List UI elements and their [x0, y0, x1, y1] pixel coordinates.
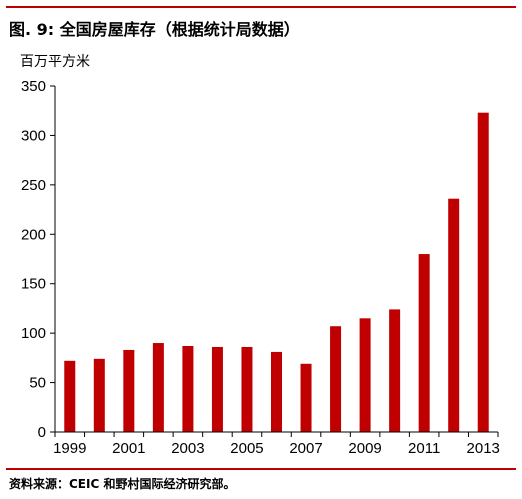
bar-2003	[182, 345, 194, 432]
bar-2007	[300, 363, 312, 432]
x-tick-label: 2007	[289, 440, 322, 457]
x-tick-label: 1999	[53, 440, 86, 457]
x-tick-label: 2011	[408, 440, 440, 457]
footer-rule	[6, 468, 516, 470]
y-tick-label: 350	[21, 78, 46, 95]
bar-2000	[93, 358, 105, 432]
bar-2005	[241, 346, 253, 432]
bar-chart: 0 50 100 150 200 250 300 350 1999 2001 2003 2005 20…	[21, 78, 500, 457]
bar-2001	[123, 349, 135, 432]
bar-1999	[64, 360, 76, 432]
x-tick-label: 2013	[467, 440, 500, 457]
figure-title: 图. 9: 全国房屋库存（根据统计局数据）	[9, 20, 300, 39]
x-tick-label: 2005	[230, 440, 263, 457]
bar-2008	[330, 326, 342, 432]
y-tick-label: 200	[21, 226, 46, 243]
bar-2006	[271, 351, 282, 432]
unit-label: 百万平方米	[20, 54, 90, 70]
bar-2012	[448, 198, 460, 432]
x-tick-label: 2001	[112, 440, 145, 457]
y-axis: 0 50 100 150 200 250 300 350	[21, 78, 56, 441]
bar-2013	[477, 112, 489, 432]
y-tick-label: 250	[21, 177, 46, 194]
bar-2002	[152, 343, 164, 432]
bar-2009	[359, 318, 371, 432]
bar-2004	[211, 346, 223, 432]
header-rule	[6, 6, 516, 8]
x-tick-label: 2003	[171, 440, 204, 457]
x-axis: 1999 2001 2003 2005 2007 2009 2011 2013	[53, 431, 500, 457]
y-tick-label: 300	[21, 127, 46, 144]
bar-2010	[389, 309, 401, 432]
y-tick-label: 0	[38, 424, 46, 441]
source-note: 资料来源：CEIC 和野村国际经济研究部。	[9, 477, 236, 491]
y-tick-label: 100	[21, 325, 46, 342]
bars	[64, 112, 489, 432]
bar-2011	[418, 254, 430, 432]
y-tick-label: 150	[21, 276, 46, 293]
y-tick-label: 50	[29, 375, 46, 392]
x-tick-label: 2009	[348, 440, 381, 457]
